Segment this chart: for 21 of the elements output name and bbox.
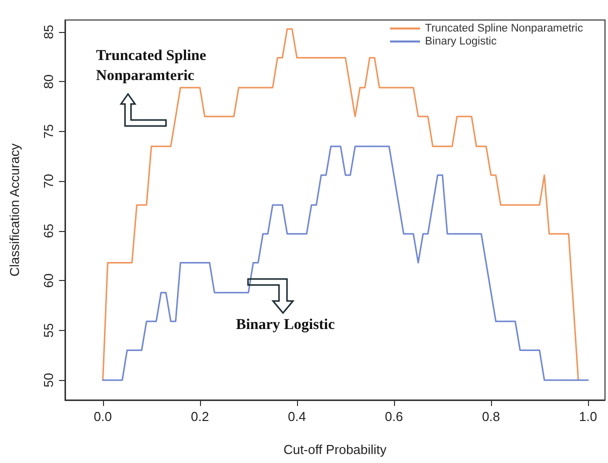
x-tick-label: 1.0 (578, 409, 598, 424)
legend-label: Binary Logistic (425, 36, 498, 48)
y-tick-label: 55 (41, 323, 56, 338)
x-tick-label: 0.8 (482, 409, 500, 424)
x-tick-label: 0.0 (94, 409, 112, 424)
x-tick-label: 0.4 (288, 409, 306, 424)
annotation: Binary Logistic (236, 316, 335, 335)
y-tick-label: 75 (41, 124, 56, 139)
y-tick-label: 50 (41, 372, 56, 388)
y-tick-label: 85 (41, 24, 56, 40)
y-tick-label: 80 (41, 74, 56, 89)
x-tick-label: 0.6 (384, 409, 403, 424)
x-axis-title: Cut-off Probability (283, 442, 388, 457)
line-series (102, 146, 589, 381)
y-tick-label: 70 (41, 174, 56, 188)
y-axis-title: Classification Accuracy (7, 143, 22, 276)
y-tick-label: 60 (41, 273, 56, 288)
legend-label: Truncated Spline Nonparametric (425, 22, 584, 34)
annotation: Truncated Spline Nonparamteric (96, 47, 206, 86)
y-tick-label: 65 (41, 224, 56, 238)
x-tick-label: 0.2 (190, 409, 209, 424)
